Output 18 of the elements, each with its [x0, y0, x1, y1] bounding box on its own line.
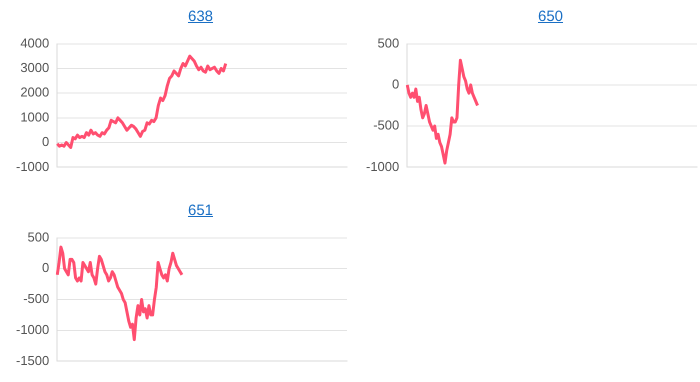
y-tick-label: 1000 [20, 109, 50, 124]
y-tick-label: 0 [42, 260, 50, 276]
y-tick-label: 500 [28, 229, 50, 244]
y-tick-label: 0 [42, 134, 50, 150]
chart-title: 650 [538, 8, 564, 25]
y-tick-label: 500 [378, 35, 400, 50]
y-tick-label: 2000 [20, 84, 50, 100]
y-tick-label: -500 [23, 291, 50, 306]
chart-title: 638 [188, 8, 214, 25]
y-tick-label: 0 [392, 76, 400, 92]
y-tick-label: -1500 [16, 352, 50, 368]
y-tick-label: 3000 [20, 60, 50, 76]
y-tick-label: -1000 [16, 322, 50, 337]
y-tick-label: 4000 [20, 35, 50, 50]
y-tick-label: -500 [373, 118, 400, 133]
chart-title: 651 [188, 202, 214, 219]
y-tick-label: -1000 [16, 158, 50, 174]
y-tick-label: -1000 [366, 158, 400, 174]
